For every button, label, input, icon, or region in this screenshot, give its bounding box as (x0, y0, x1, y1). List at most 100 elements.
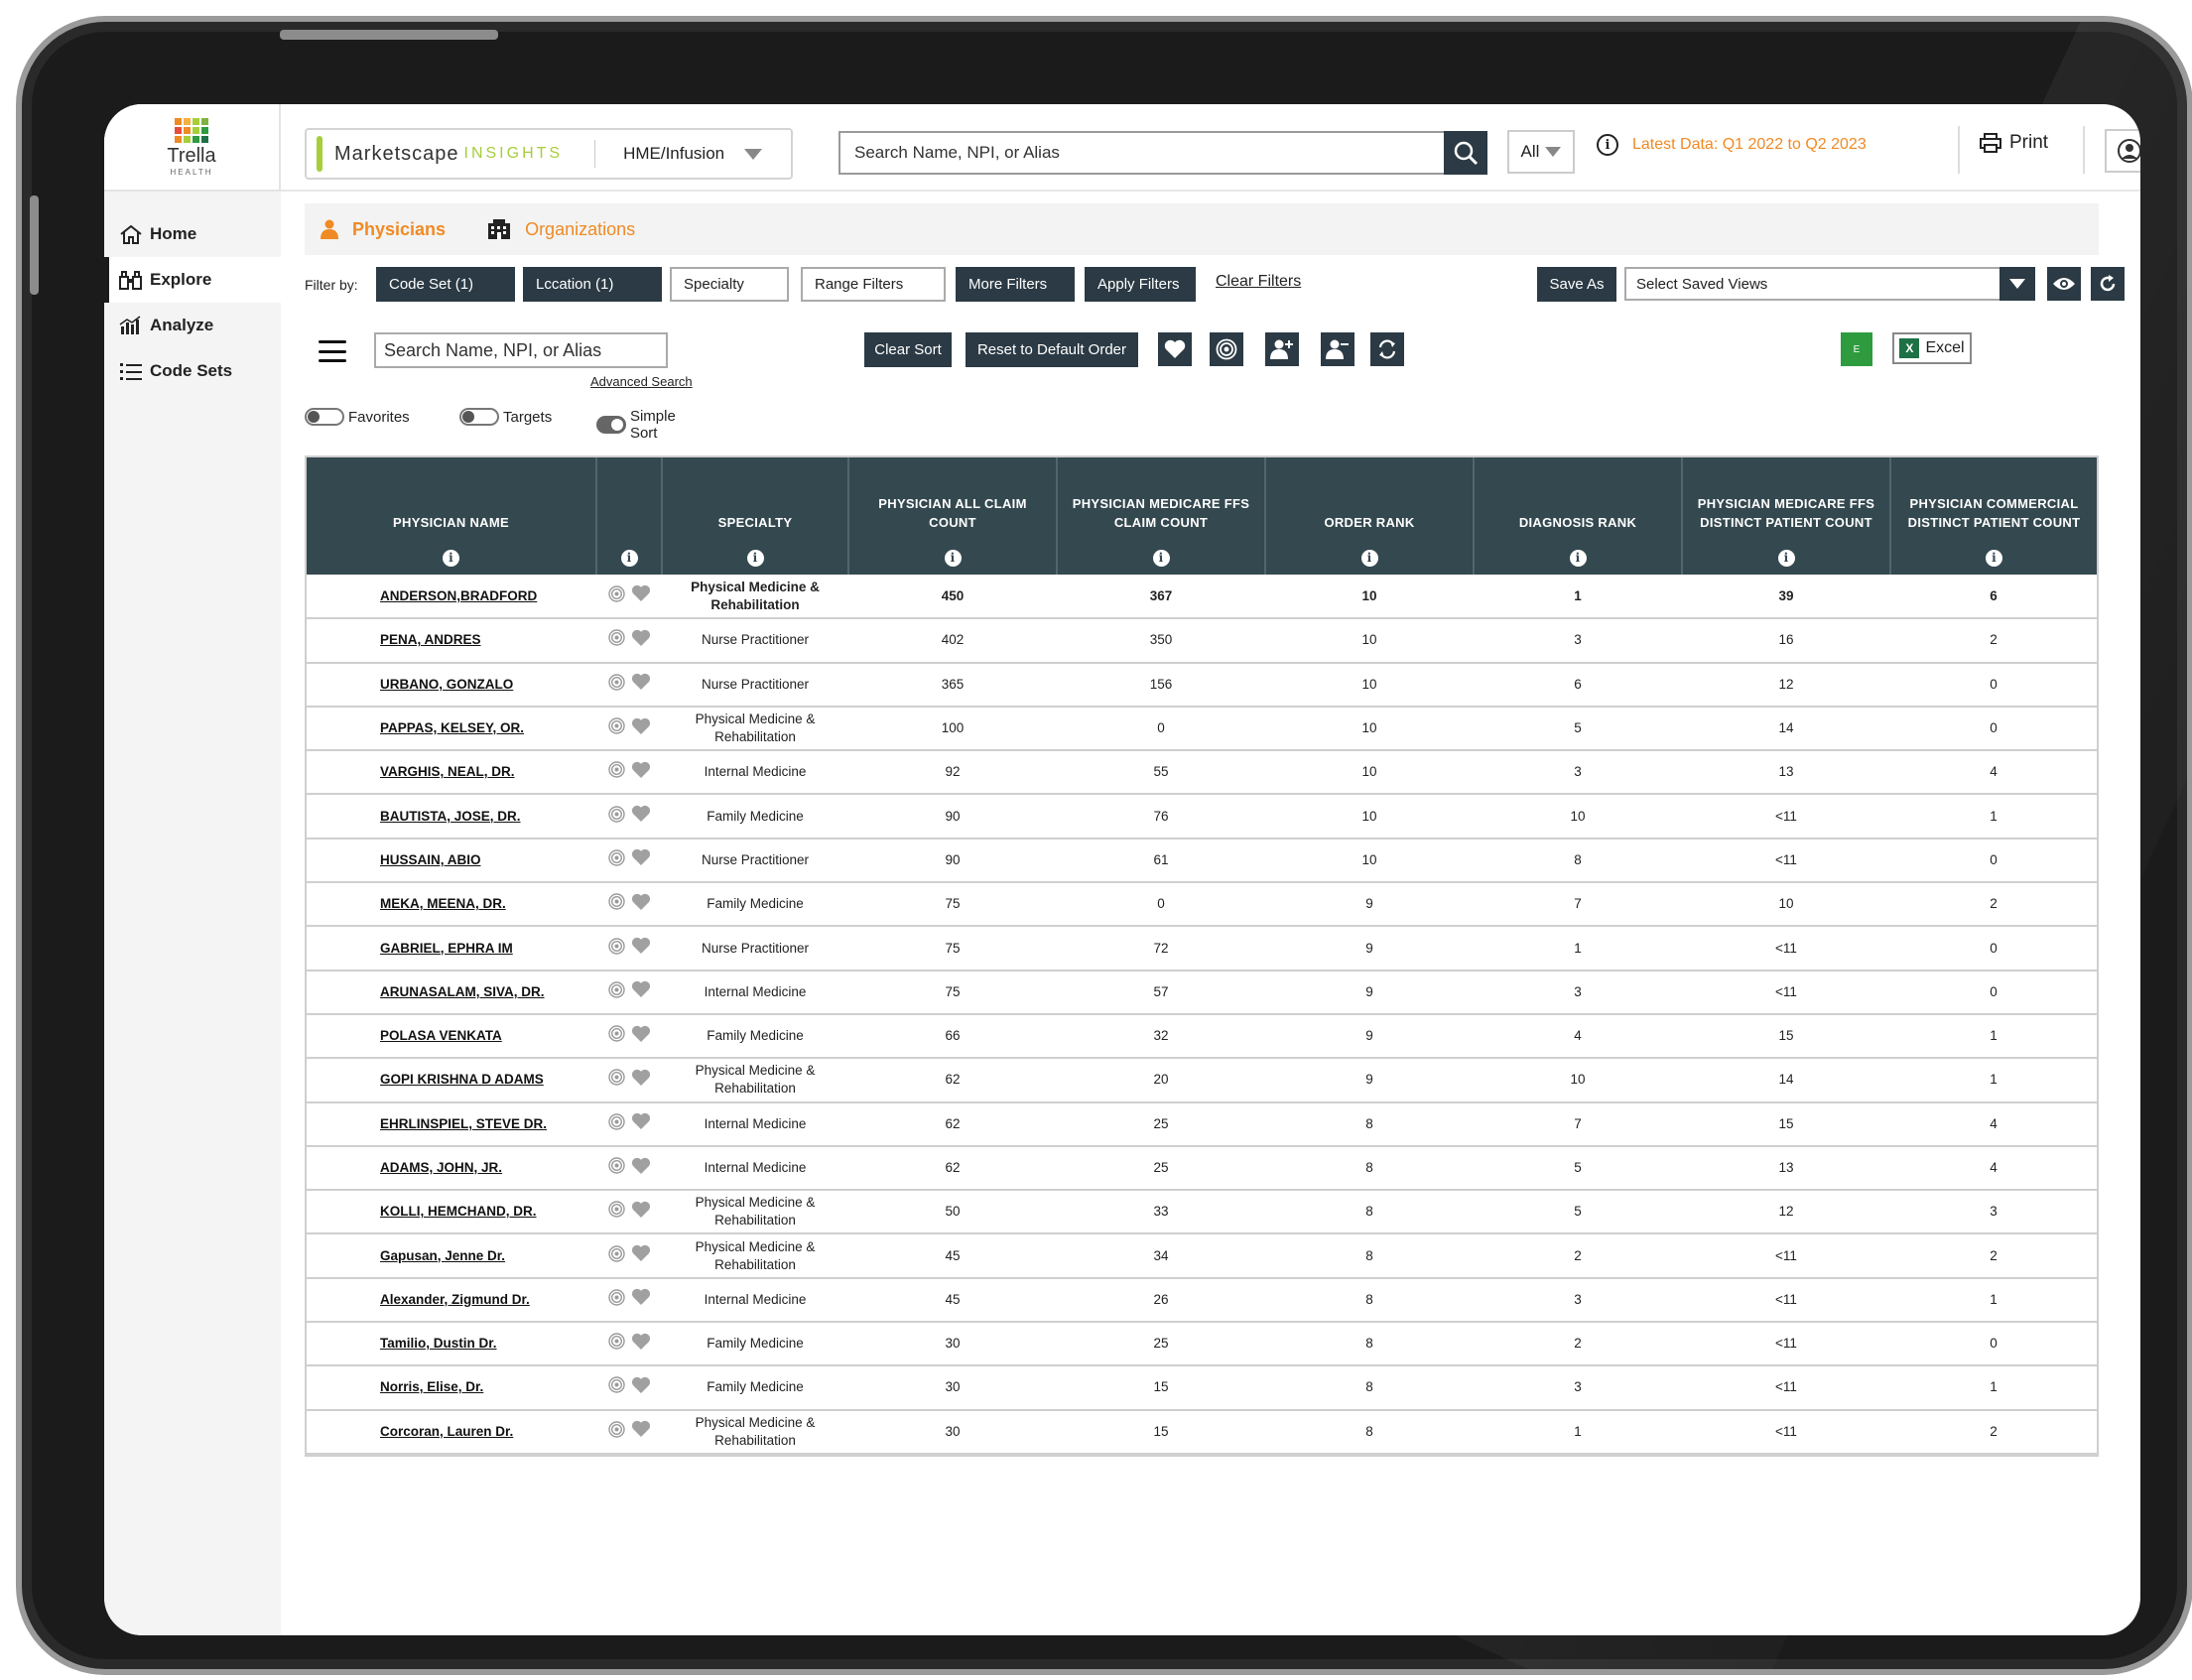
column-menu-button[interactable] (319, 340, 346, 362)
physician-name-link[interactable]: Gapusan, Jenne Dr. (380, 1247, 506, 1263)
column-header-diagnosis-rank[interactable]: DIAGNOSIS RANK i (1474, 457, 1683, 575)
more-filters-button[interactable]: More Filters (956, 267, 1075, 302)
info-icon[interactable]: i (944, 550, 962, 567)
info-icon[interactable]: i (1360, 550, 1378, 567)
saved-views-select[interactable]: Select Saved Views (1624, 267, 2035, 301)
favorites-toggle[interactable]: Favorites (305, 408, 410, 426)
info-icon[interactable]: i (443, 550, 459, 567)
clear-sort-button[interactable]: Clear Sort (864, 332, 952, 367)
info-icon[interactable]: i (620, 550, 638, 567)
heart-icon[interactable] (631, 761, 651, 784)
target-icon[interactable] (607, 1157, 625, 1179)
view-saved-button[interactable] (2047, 267, 2081, 301)
targets-button[interactable] (1210, 332, 1243, 366)
target-icon[interactable] (607, 849, 625, 871)
target-icon[interactable] (607, 1421, 625, 1443)
tab-physicians[interactable]: Physicians (321, 219, 446, 240)
refresh-view-button[interactable] (2091, 267, 2125, 301)
target-icon[interactable] (607, 674, 625, 696)
column-header-physician-name[interactable]: PHYSICIAN NAME i (307, 457, 597, 575)
physician-name-link[interactable]: VARGHIS, NEAL, DR. (380, 764, 515, 780)
add-to-list-button[interactable] (1265, 332, 1299, 366)
heart-icon[interactable] (631, 1244, 651, 1267)
heart-icon[interactable] (631, 1420, 651, 1443)
column-header-specialty[interactable]: SPECIALTY i (662, 457, 849, 575)
heart-icon[interactable] (631, 1112, 651, 1135)
sync-button[interactable] (1370, 332, 1404, 366)
physician-name-link[interactable]: EHRLINSPIEL, STEVE DR. (380, 1115, 548, 1131)
search-button[interactable] (1444, 131, 1487, 175)
info-icon[interactable]: i (1597, 134, 1618, 156)
heart-icon[interactable] (631, 805, 651, 828)
physician-name-link[interactable]: Corcoran, Lauren Dr. (380, 1423, 514, 1439)
physician-name-link[interactable]: HUSSAIN, ABIO (380, 851, 481, 867)
info-icon[interactable]: i (1986, 550, 2002, 567)
info-icon[interactable]: i (1152, 550, 1170, 567)
physician-name-link[interactable]: GOPI KRISHNA D ADAMS (380, 1072, 544, 1088)
heart-icon[interactable] (631, 1069, 651, 1092)
physician-name-link[interactable]: Alexander, Zigmund Dr. (380, 1291, 530, 1307)
target-icon[interactable] (607, 1289, 625, 1311)
target-icon[interactable] (607, 1244, 625, 1267)
specialty-filter-button[interactable]: Specialty (670, 267, 789, 302)
target-icon[interactable] (607, 629, 625, 651)
targets-toggle[interactable]: Targets (459, 408, 552, 426)
heart-icon[interactable] (631, 937, 651, 960)
target-icon[interactable] (607, 1376, 625, 1398)
target-icon[interactable] (607, 1025, 625, 1047)
heart-icon[interactable] (631, 980, 651, 1003)
target-icon[interactable] (607, 717, 625, 739)
physician-name-link[interactable]: BAUTISTA, JOSE, DR. (380, 808, 521, 824)
physician-name-link[interactable]: PAPPAS, KELSEY, OR. (380, 720, 525, 736)
target-icon[interactable] (607, 893, 625, 915)
column-header-all-claim-count[interactable]: PHYSICIAN ALL CLAIM COUNT i (848, 457, 1058, 575)
target-icon[interactable] (607, 584, 625, 607)
physician-name-link[interactable]: Norris, Elise, Dr. (380, 1379, 484, 1395)
target-icon[interactable] (607, 761, 625, 783)
excel-export-button[interactable]: X Excel (1892, 332, 1972, 364)
heart-icon[interactable] (631, 584, 651, 607)
column-header-medicare-claim-count[interactable]: PHYSICIAN MEDICARE FFS CLAIM COUNT i (1057, 457, 1266, 575)
target-icon[interactable] (607, 1201, 625, 1223)
target-icon[interactable] (607, 937, 625, 960)
favorites-button[interactable] (1158, 332, 1192, 366)
sidebar-item-analyze[interactable]: Analyze (104, 303, 281, 348)
heart-icon[interactable] (631, 673, 651, 696)
physician-name-link[interactable]: KOLLI, HEMCHAND, DR. (380, 1204, 537, 1220)
target-icon[interactable] (607, 1069, 625, 1091)
heart-icon[interactable] (631, 1157, 651, 1180)
info-icon[interactable]: i (1777, 550, 1795, 567)
target-icon[interactable] (607, 981, 625, 1003)
simple-sort-toggle[interactable]: Simple Sort (596, 408, 686, 442)
target-icon[interactable] (607, 1113, 625, 1135)
target-icon[interactable] (607, 1333, 625, 1355)
heart-icon[interactable] (631, 893, 651, 916)
apply-filters-button[interactable]: Apply Filters (1085, 267, 1196, 302)
table-search-input[interactable] (376, 334, 666, 366)
heart-icon[interactable] (631, 1333, 651, 1356)
column-header-order-rank[interactable]: ORDER RANK i (1265, 457, 1475, 575)
advanced-search-link[interactable]: Advanced Search (590, 374, 693, 389)
user-menu-button[interactable] (2105, 129, 2140, 173)
trella-logo[interactable]: Trella HEALTH (104, 104, 281, 192)
heart-icon[interactable] (631, 848, 651, 871)
physician-name-link[interactable]: MEKA, MEENA, DR. (380, 896, 506, 912)
sidebar-item-home[interactable]: Home (104, 211, 281, 257)
code-set-filter-button[interactable]: Code Set (1) (376, 267, 515, 302)
physician-name-link[interactable]: URBANO, GONZALO (380, 676, 514, 692)
target-icon[interactable] (607, 805, 625, 828)
info-icon[interactable]: i (1569, 550, 1587, 567)
saved-views-dropdown[interactable] (1999, 267, 2035, 301)
tab-organizations[interactable]: Organizations (487, 219, 635, 240)
column-header-commercial-patient-count[interactable]: PHYSICIAN COMMERCIAL DISTINCT PATIENT CO… (1890, 457, 2097, 575)
info-icon[interactable]: i (746, 550, 764, 567)
heart-icon[interactable] (631, 1288, 651, 1311)
heart-icon[interactable] (631, 1025, 651, 1048)
physician-name-link[interactable]: Tamilio, Dustin Dr. (380, 1336, 497, 1352)
physician-name-link[interactable]: ADAMS, JOHN, JR. (380, 1160, 503, 1175)
sidebar-item-explore[interactable]: Explore (104, 257, 281, 303)
range-filters-button[interactable]: Range Filters (801, 267, 946, 302)
physician-name-link[interactable]: ARUNASALAM, SIVA, DR. (380, 983, 545, 999)
remove-from-list-button[interactable] (1321, 332, 1354, 366)
print-button[interactable]: Print (1980, 132, 2048, 154)
